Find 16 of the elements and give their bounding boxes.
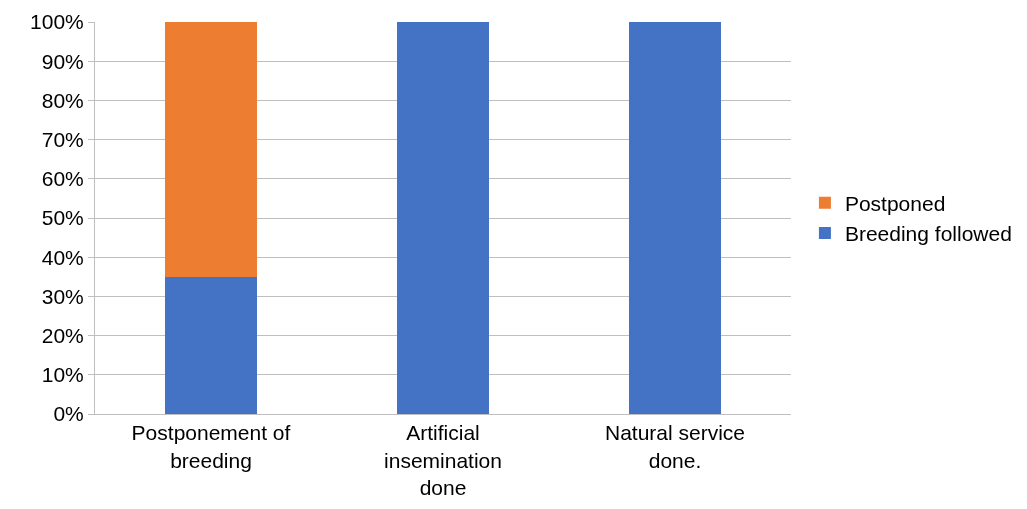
y-tick-label: 30% bbox=[41, 284, 84, 308]
x-tick-label: Postponement of breeding bbox=[131, 421, 291, 472]
y-tick-label: 90% bbox=[41, 49, 84, 73]
y-tick-label: 40% bbox=[41, 245, 84, 269]
y-tick-label: 60% bbox=[41, 167, 84, 191]
legend-label: Postponed bbox=[844, 191, 946, 215]
y-tick-label: 0% bbox=[53, 402, 84, 426]
y-tick-label: 80% bbox=[41, 88, 84, 112]
y-tick-label: 100% bbox=[30, 10, 84, 34]
y-tick-label: 50% bbox=[41, 206, 84, 230]
y-tick-label: 70% bbox=[41, 127, 84, 151]
y-tick-label: 20% bbox=[41, 323, 84, 347]
y-tick-label: 10% bbox=[41, 363, 84, 387]
x-tick-label: Natural service done. bbox=[604, 421, 746, 472]
x-tick-label: Artificial insemination done bbox=[384, 421, 502, 499]
legend-label: Breeding followed bbox=[844, 222, 1012, 246]
